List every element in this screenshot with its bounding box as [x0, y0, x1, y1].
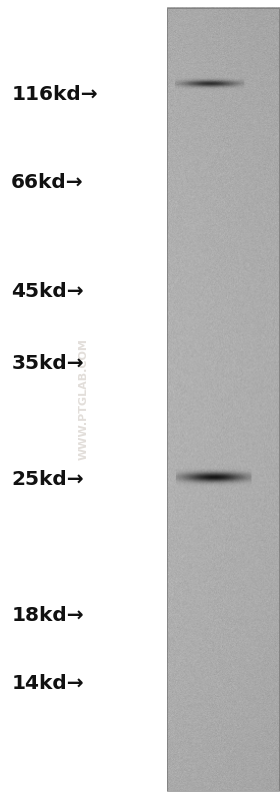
Text: 66kd→: 66kd→ — [11, 173, 84, 192]
Bar — [167, 8, 279, 791]
Text: 14kd→: 14kd→ — [11, 674, 84, 693]
Text: 25kd→: 25kd→ — [11, 470, 84, 489]
Text: 116kd→: 116kd→ — [11, 85, 98, 104]
Text: WWW.PTGLAB.COM: WWW.PTGLAB.COM — [79, 339, 89, 460]
Text: 45kd→: 45kd→ — [11, 282, 84, 301]
Text: 35kd→: 35kd→ — [11, 354, 84, 373]
Text: 18kd→: 18kd→ — [11, 606, 84, 625]
